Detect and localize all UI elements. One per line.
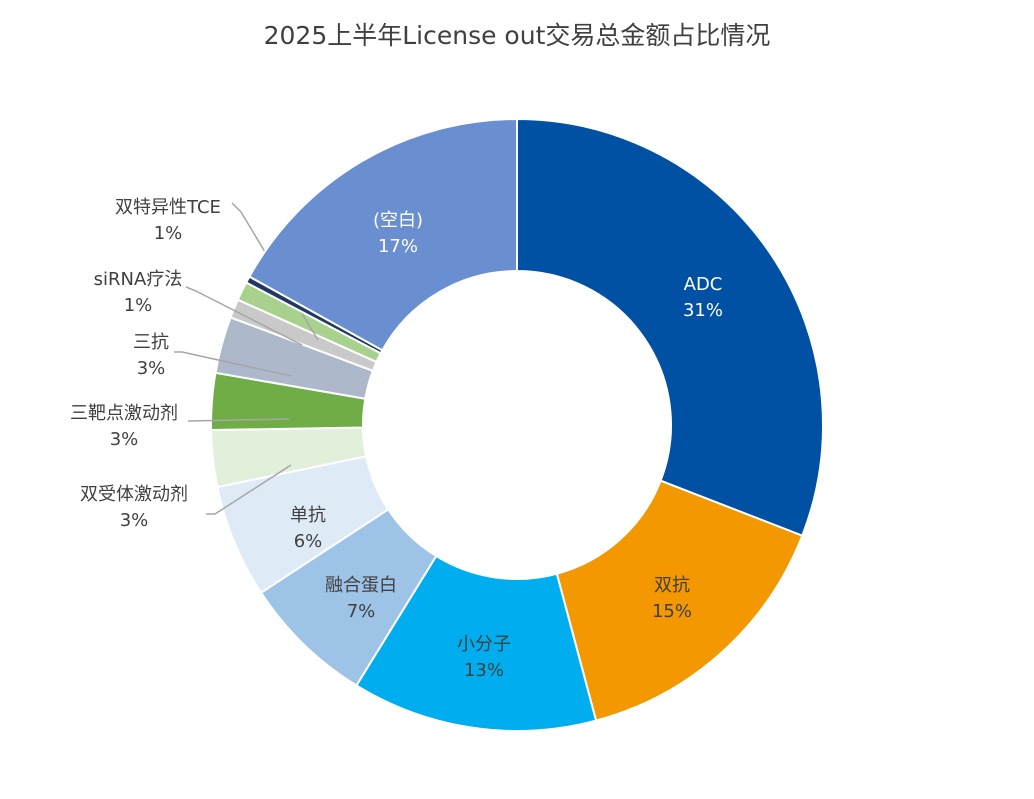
- slice-label-3: 融合蛋白: [325, 575, 397, 596]
- slice-label-8: siRNA疗法: [94, 269, 183, 290]
- slice-percent-8: 1%: [124, 295, 153, 316]
- slice-label-0: ADC: [684, 274, 723, 295]
- slice-label-4: 单抗: [290, 505, 326, 526]
- slice-label-5: 双受体激动剂: [80, 484, 188, 505]
- slice-percent-11: 17%: [378, 236, 418, 257]
- leader-line-8: [185, 286, 303, 346]
- slice-percent-1: 15%: [652, 601, 692, 622]
- slice-percent-4: 6%: [294, 531, 323, 552]
- slice-label-9: 双特异性TCE: [115, 197, 221, 218]
- slice-percent-5: 3%: [120, 510, 149, 531]
- slice-label-7: 三抗: [133, 332, 169, 353]
- slice-label-11: (空白): [373, 210, 423, 231]
- slice-percent-6: 3%: [110, 429, 139, 450]
- leader-line-6: [187, 418, 290, 422]
- slice-percent-7: 3%: [137, 358, 166, 379]
- slice-label-6: 三靶点激动剂: [70, 403, 178, 424]
- slice-0: [516, 117, 824, 538]
- slice-percent-9: 1%: [154, 223, 183, 244]
- slice-percent-0: 31%: [683, 300, 723, 321]
- slice-label-1: 双抗: [654, 575, 690, 596]
- slice-1: [555, 479, 804, 722]
- slice-label-2: 小分子: [457, 634, 511, 655]
- slice-percent-3: 7%: [347, 601, 376, 622]
- slice-percent-2: 13%: [464, 660, 504, 681]
- slice-2: [355, 554, 598, 732]
- leader-line-7: [174, 351, 292, 377]
- chart-title: 2025上半年License out交易总金额占比情况: [263, 21, 771, 50]
- slice-11: [248, 117, 518, 352]
- leader-line-5: [206, 464, 292, 515]
